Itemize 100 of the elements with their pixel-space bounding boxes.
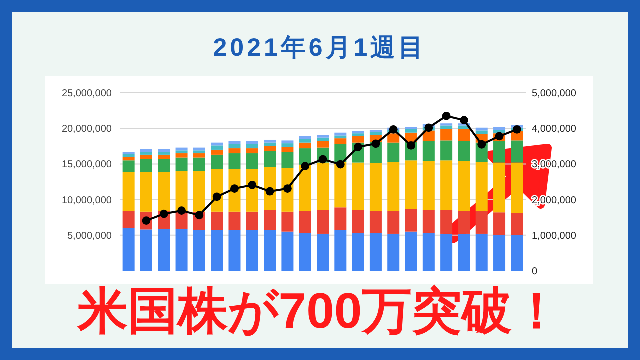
bar (511, 235, 524, 271)
bar (334, 144, 347, 162)
bar (122, 160, 135, 172)
bar (228, 154, 241, 170)
bar (422, 161, 435, 210)
bar (264, 142, 276, 146)
point (178, 206, 186, 216)
bar (440, 210, 453, 234)
bar (299, 211, 312, 234)
bar (334, 136, 347, 139)
bar (228, 141, 241, 144)
bar (458, 141, 470, 162)
bar (246, 148, 258, 154)
bar (317, 210, 329, 234)
bar (264, 140, 276, 143)
bar (388, 211, 400, 234)
point (160, 210, 168, 218)
bar (264, 230, 276, 271)
bar (264, 146, 276, 152)
bar (476, 234, 488, 271)
bar (140, 154, 152, 160)
bar (282, 140, 294, 144)
bar (334, 208, 347, 230)
y2-tick-label: 0 (532, 266, 538, 278)
y-tick-label: 10,000,000 (62, 195, 112, 206)
bar (158, 159, 170, 172)
bar (246, 144, 258, 149)
bar (317, 141, 329, 148)
bar (422, 141, 435, 162)
bar (511, 213, 524, 236)
bar (458, 129, 470, 142)
bar (193, 150, 206, 154)
bar (158, 152, 170, 155)
bar (494, 141, 506, 163)
bar (476, 162, 488, 212)
bar (246, 230, 258, 271)
point (354, 142, 363, 152)
bar (370, 211, 382, 234)
bar (193, 171, 206, 212)
bar (140, 152, 152, 155)
bar (193, 158, 206, 172)
bar (476, 211, 488, 234)
bar (282, 147, 294, 152)
bar (352, 131, 364, 134)
bar (176, 150, 188, 154)
bar (440, 160, 453, 210)
bar (158, 154, 170, 160)
bar (299, 142, 312, 149)
point (424, 124, 434, 132)
bar (282, 144, 294, 148)
point (407, 141, 416, 150)
bar (282, 212, 294, 232)
y2-tick-label: 1,000,000 (532, 230, 577, 242)
bar (352, 136, 364, 143)
bar (158, 228, 170, 271)
bar (228, 212, 241, 230)
bar (317, 135, 329, 138)
bar (211, 146, 224, 150)
bar (228, 148, 241, 154)
point (230, 184, 239, 193)
bar (511, 140, 524, 163)
bar (458, 234, 470, 271)
point (336, 160, 345, 169)
bar (122, 228, 135, 271)
bar (211, 212, 224, 230)
bar (299, 233, 312, 271)
bar (494, 162, 506, 213)
bar (458, 211, 470, 234)
bar (388, 142, 400, 162)
point (512, 125, 522, 134)
bar (388, 134, 400, 143)
bar (440, 234, 453, 271)
bar (405, 129, 418, 133)
bar (282, 232, 294, 271)
y-tick-label: 25,000,000 (62, 88, 112, 100)
bar (246, 154, 258, 170)
bar (140, 149, 152, 152)
bar (440, 129, 453, 141)
bar (122, 154, 135, 158)
bar (211, 150, 224, 155)
bar (405, 160, 418, 210)
point (301, 162, 310, 171)
bar (176, 158, 188, 172)
bar (334, 162, 347, 208)
bar (176, 171, 188, 212)
bar (122, 211, 135, 228)
bar (511, 162, 524, 214)
bar (246, 141, 258, 144)
bar (158, 149, 170, 152)
point (266, 187, 274, 196)
bar (476, 130, 488, 134)
bar (140, 230, 152, 271)
bar (264, 210, 276, 230)
bar (122, 172, 135, 212)
bar (334, 230, 347, 271)
bar (422, 210, 435, 234)
bar (458, 161, 470, 212)
bar (370, 163, 382, 212)
chart-title: 2021年6月1週目 (213, 34, 427, 62)
bar (193, 230, 206, 271)
